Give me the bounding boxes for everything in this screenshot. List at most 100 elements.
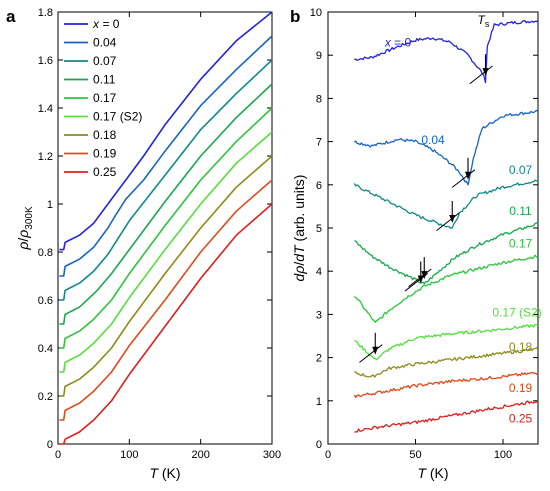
legend-value: 0 — [113, 17, 120, 31]
series-line-b — [353, 254, 539, 323]
y-tick-label-b: 4 — [316, 266, 322, 278]
x-tick-label-b: 50 — [409, 449, 421, 461]
ts-fit-line — [359, 344, 383, 363]
series-line-a — [59, 83, 273, 325]
y-tick-label-a: 1.4 — [38, 103, 53, 115]
x-tick-label-a: 200 — [191, 449, 209, 461]
legend-prefix: x = — [92, 17, 113, 31]
series-line-a — [59, 11, 273, 251]
series-line-b — [354, 20, 539, 84]
legend-label: 0.25 — [93, 165, 117, 179]
series-label-b: 0.07 — [509, 163, 533, 177]
y-tick-label-b: 8 — [316, 93, 322, 105]
plot-frame-b — [327, 11, 539, 445]
legend-label: 0.19 — [93, 147, 117, 161]
y-tick-label-a: 0.2 — [38, 391, 53, 403]
y-tick-label-a: 1 — [47, 199, 53, 211]
y-tick-label-a: 0 — [47, 439, 53, 451]
y-label-rho-b: ρ — [291, 266, 307, 275]
series-label-b: 0.18 — [509, 340, 533, 354]
y-tick-label-b: 5 — [316, 223, 322, 235]
y-tick-label-b: 9 — [316, 50, 322, 62]
ts-fit-line — [436, 212, 460, 231]
x-tick-label-b: 100 — [494, 449, 512, 461]
x-tick-label-b: 0 — [325, 449, 331, 461]
series-label-b: 0.11 — [509, 204, 532, 218]
y-axis-label-b: dρ/dT (arb. units) — [291, 175, 307, 282]
y-label-slash-b: / — [291, 262, 307, 266]
x-tick-label-a: 0 — [55, 449, 61, 461]
y-tick-label-b: 3 — [316, 309, 322, 321]
y-tick-label-b: 7 — [316, 137, 322, 149]
series-line-b — [353, 371, 539, 399]
y-tick-label-a: 0.4 — [38, 343, 53, 355]
y-tick-label-b: 10 — [310, 7, 322, 19]
plot-frame-a — [57, 11, 273, 445]
y-label-rho-a: ρ — [15, 242, 31, 251]
series-line-a — [59, 131, 273, 373]
legend-label: 0.11 — [93, 73, 116, 87]
y-tick-label-b: 2 — [316, 353, 322, 365]
series-line-b — [353, 179, 539, 230]
x-axis-label-b: T (K) — [417, 465, 448, 481]
x-axis-unit-a: (K) — [158, 465, 181, 481]
series-line-b — [354, 222, 539, 285]
y-label-rho2-a: ρ — [15, 230, 31, 239]
series-label-var: x — [384, 36, 392, 50]
y-tick-label-a: 0.6 — [38, 295, 53, 307]
y-axis-label-a: ρ/ρ300K — [15, 206, 35, 251]
y-tick-label-b: 0 — [316, 439, 322, 451]
legend-label: 0.04 — [93, 36, 117, 50]
series-label-b: 0.17 — [509, 236, 533, 250]
series-line-b — [354, 323, 539, 361]
y-tick-label-b: 1 — [316, 396, 322, 408]
legend-label: 0.17 — [93, 91, 117, 105]
legend-label: 0.17 (S2) — [93, 110, 142, 124]
y-tick-label-a: 1.6 — [38, 55, 53, 67]
y-tick-label-a: 1.2 — [38, 151, 53, 163]
series-line-a — [59, 155, 273, 397]
ts-fit-line — [469, 65, 493, 85]
series-line-b — [354, 347, 539, 378]
x-axis-unit-b: (K) — [426, 465, 449, 481]
ts-label-T: T — [478, 13, 487, 27]
panel-a-label: a — [6, 7, 16, 26]
y-tick-label-b: 6 — [316, 180, 322, 192]
y-label-d2-b: d — [291, 253, 307, 262]
legend-label: x = 0 — [92, 17, 120, 31]
x-tick-label-a: 100 — [120, 449, 138, 461]
series-label-b: x = 0 — [384, 36, 412, 50]
series-line-a — [59, 35, 273, 277]
panel-b-label: b — [290, 7, 300, 26]
y-tick-label-a: 0.8 — [38, 247, 53, 259]
y-label-T-b: T — [291, 244, 307, 254]
x-axis-var-a: T — [149, 465, 159, 481]
legend-label: 0.18 — [93, 128, 117, 142]
y-tick-label-a: 1.8 — [38, 7, 53, 19]
y-label-sub-a: 300K — [24, 206, 35, 230]
ts-label-sub: s — [485, 19, 490, 29]
series-line-a — [59, 107, 273, 349]
series-label-b: 0.04 — [421, 133, 445, 147]
series-label-b: 0.17 (S2) — [492, 306, 541, 320]
series-line-a — [59, 59, 273, 301]
series-line-b — [354, 400, 539, 433]
x-axis-var-b: T — [417, 465, 427, 481]
series-label-val: = 0 — [391, 36, 412, 50]
panel-a-chart: 0 100 200 300 0 0.2 0.4 0.6 0.8 1 1.2 1.4 1.6 1.8 T (K… — [15, 7, 281, 481]
series-label-b: 0.19 — [509, 381, 533, 395]
legend-label: 0.07 — [93, 54, 117, 68]
series-line-a — [59, 179, 273, 421]
y-label-slash-a: / — [15, 238, 31, 242]
series-line-a — [59, 203, 273, 445]
series-line-b — [353, 109, 539, 186]
series-label-b: 0.25 — [509, 411, 533, 425]
ts-fit-line — [451, 169, 476, 188]
x-axis-label-a: T (K) — [149, 465, 180, 481]
ts-label: Ts — [478, 13, 490, 29]
x-tick-label-a: 300 — [263, 449, 281, 461]
y-label-d1-b: d — [291, 272, 307, 281]
y-label-unit-b: (arb. units) — [291, 175, 307, 246]
